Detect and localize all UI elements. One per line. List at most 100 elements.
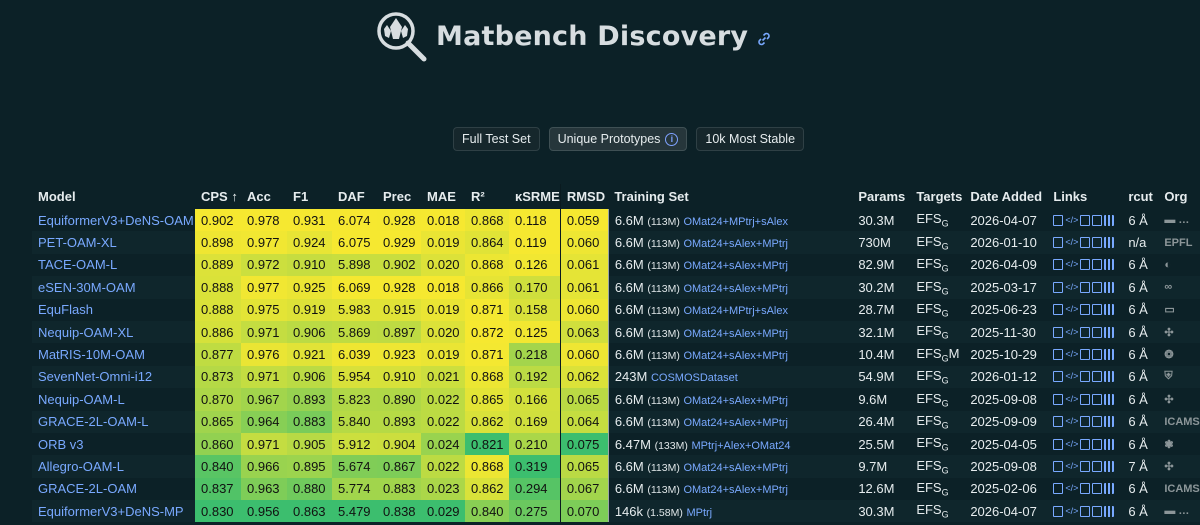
training-dataset-link[interactable]: MPtrj+Alex+OMat24 <box>691 439 791 452</box>
results-chart-icon[interactable] <box>1104 326 1115 338</box>
checkpoint-icon[interactable] <box>1092 214 1103 226</box>
repo-icon[interactable] <box>1080 326 1091 338</box>
col-header-targets[interactable]: Targets <box>916 189 963 204</box>
col-header-date-added[interactable]: Date Added <box>970 189 1043 204</box>
paper-icon[interactable] <box>1053 371 1064 383</box>
checkpoint-icon[interactable] <box>1092 393 1103 405</box>
model-name-link[interactable]: Nequip-OAM-XL <box>32 320 195 344</box>
results-chart-icon[interactable] <box>1104 460 1115 472</box>
paper-icon[interactable] <box>1053 281 1064 293</box>
checkpoint-icon[interactable] <box>1092 416 1103 428</box>
repo-icon[interactable] <box>1080 349 1091 361</box>
col-header-r2[interactable]: R² <box>471 189 485 204</box>
model-name-link[interactable]: PET-OAM-XL <box>32 231 195 254</box>
col-header-f1[interactable]: F1 <box>293 189 309 204</box>
results-chart-icon[interactable] <box>1104 505 1115 517</box>
unique-prototypes-button[interactable]: Unique Prototypes i <box>548 127 688 151</box>
model-name-link[interactable]: EquiformerV3+DeNS-OAM <box>32 209 195 232</box>
col-header-daf[interactable]: DAF <box>338 189 365 204</box>
results-chart-icon[interactable] <box>1104 281 1115 293</box>
code-icon[interactable]: </> <box>1065 438 1079 449</box>
code-icon[interactable]: </> <box>1065 237 1079 248</box>
results-chart-icon[interactable] <box>1104 393 1115 405</box>
code-icon[interactable]: </> <box>1065 326 1079 337</box>
paper-icon[interactable] <box>1053 237 1064 249</box>
results-chart-icon[interactable] <box>1104 214 1115 226</box>
code-icon[interactable]: </> <box>1065 214 1079 225</box>
code-icon[interactable]: </> <box>1065 416 1079 427</box>
training-dataset-link[interactable]: OMat24+sAlex+MPtrj <box>683 417 788 430</box>
code-icon[interactable]: </> <box>1065 460 1079 471</box>
model-name-link[interactable]: TACE-OAM-L <box>32 253 195 277</box>
repo-icon[interactable] <box>1080 281 1091 293</box>
results-chart-icon[interactable] <box>1104 416 1115 428</box>
training-dataset-link[interactable]: OMat24+MPtrj+sAlex <box>683 215 788 228</box>
checkpoint-icon[interactable] <box>1092 259 1103 271</box>
code-icon[interactable]: </> <box>1065 281 1079 292</box>
training-dataset-link[interactable]: OMat24+sAlex+MPtrj <box>683 350 788 363</box>
code-icon[interactable]: </> <box>1065 483 1079 494</box>
repo-icon[interactable] <box>1080 371 1091 383</box>
col-header-org[interactable]: Org <box>1164 189 1188 204</box>
model-name-link[interactable]: GRACE-2L-OAM <box>32 477 195 501</box>
repo-icon[interactable] <box>1080 214 1091 226</box>
training-dataset-link[interactable]: OMat24+sAlex+MPtrj <box>683 282 788 295</box>
checkpoint-icon[interactable] <box>1092 304 1103 316</box>
code-icon[interactable]: </> <box>1065 371 1079 382</box>
code-icon[interactable]: </> <box>1065 304 1079 315</box>
col-header-rcut[interactable]: rcut <box>1128 189 1153 204</box>
results-chart-icon[interactable] <box>1104 483 1115 495</box>
paper-icon[interactable] <box>1053 326 1064 338</box>
col-header-acc[interactable]: Acc <box>247 189 271 204</box>
repo-icon[interactable] <box>1080 438 1091 450</box>
model-name-link[interactable]: GRACE-2L-OAM-L <box>32 410 195 433</box>
paper-icon[interactable] <box>1053 416 1064 428</box>
results-chart-icon[interactable] <box>1104 304 1115 316</box>
paper-icon[interactable] <box>1053 259 1064 271</box>
repo-icon[interactable] <box>1080 460 1091 472</box>
repo-icon[interactable] <box>1080 237 1091 249</box>
repo-icon[interactable] <box>1080 505 1091 517</box>
paper-icon[interactable] <box>1053 349 1064 361</box>
paper-icon[interactable] <box>1053 393 1064 405</box>
checkpoint-icon[interactable] <box>1092 281 1103 293</box>
code-icon[interactable]: </> <box>1065 259 1079 270</box>
model-name-link[interactable]: EquiformerV3+DeNS-MP <box>32 500 195 523</box>
checkpoint-icon[interactable] <box>1092 371 1103 383</box>
checkpoint-icon[interactable] <box>1092 438 1103 450</box>
repo-icon[interactable] <box>1080 259 1091 271</box>
full-test-set-button[interactable]: Full Test Set <box>453 127 540 151</box>
most-stable-button[interactable]: 10k Most Stable <box>696 127 805 151</box>
paper-icon[interactable] <box>1053 438 1064 450</box>
paper-icon[interactable] <box>1053 505 1064 517</box>
link-icon[interactable] <box>756 31 772 47</box>
training-dataset-link[interactable]: MPtrj <box>686 506 713 519</box>
results-chart-icon[interactable] <box>1104 259 1115 271</box>
paper-icon[interactable] <box>1053 460 1064 472</box>
col-header-mae[interactable]: MAE <box>427 189 456 204</box>
training-dataset-link[interactable]: OMat24+sAlex+MPtrj <box>683 260 788 273</box>
results-chart-icon[interactable] <box>1104 349 1115 361</box>
col-header-ksrme[interactable]: κSRME <box>515 189 560 204</box>
checkpoint-icon[interactable] <box>1092 349 1103 361</box>
training-dataset-link[interactable]: OMat24+sAlex+MPtrj <box>683 327 788 340</box>
model-name-link[interactable]: MatRIS-10M-OAM <box>32 343 195 366</box>
col-header-model[interactable]: Model <box>38 189 76 204</box>
model-name-link[interactable]: eSEN-30M-OAM <box>32 276 195 299</box>
code-icon[interactable]: </> <box>1065 505 1079 516</box>
code-icon[interactable]: </> <box>1065 393 1079 404</box>
training-dataset-link[interactable]: OMat24+sAlex+MPtrj <box>683 238 788 251</box>
model-name-link[interactable]: SevenNet-Omni-i12 <box>32 365 195 389</box>
paper-icon[interactable] <box>1053 214 1064 226</box>
training-dataset-link[interactable]: OMat24+sAlex+MPtrj <box>683 394 788 407</box>
repo-icon[interactable] <box>1080 393 1091 405</box>
training-dataset-link[interactable]: OMat24+sAlex+MPtrj <box>683 484 788 497</box>
checkpoint-icon[interactable] <box>1092 237 1103 249</box>
col-header-rmsd[interactable]: RMSD <box>559 184 609 209</box>
col-header-training-set[interactable]: Training Set <box>614 189 689 204</box>
paper-icon[interactable] <box>1053 483 1064 495</box>
results-chart-icon[interactable] <box>1104 237 1115 249</box>
model-name-link[interactable]: ORB v3 <box>32 432 195 456</box>
training-dataset-link[interactable]: OMat24+sAlex+MPtrj <box>683 461 788 474</box>
checkpoint-icon[interactable] <box>1092 505 1103 517</box>
